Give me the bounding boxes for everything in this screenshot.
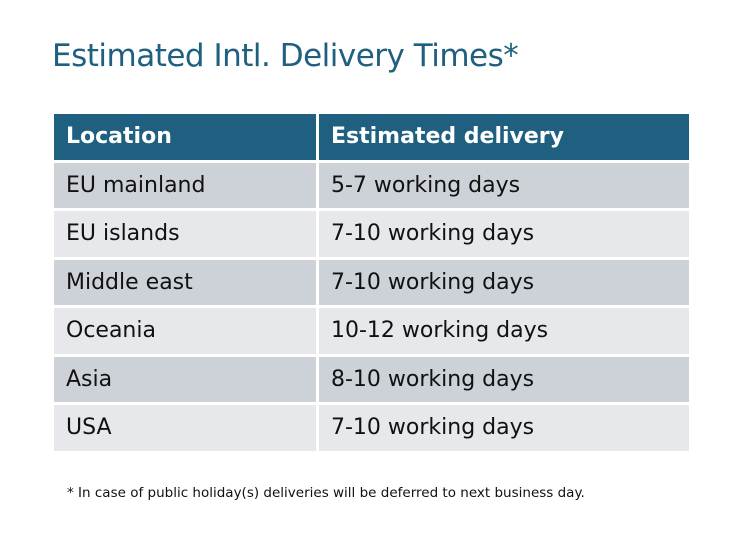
delivery-cell: 7-10 working days	[319, 259, 689, 305]
header-estimated-delivery: Estimated delivery	[319, 114, 689, 160]
header-location: Location	[54, 114, 316, 160]
table-row: EU islands 7-10 working days	[54, 211, 689, 257]
table-header-row: Location Estimated delivery	[54, 114, 689, 160]
location-cell: Middle east	[54, 259, 316, 305]
table-row: USA 7-10 working days	[54, 405, 689, 451]
delivery-cell: 7-10 working days	[319, 405, 689, 451]
page-title: Estimated Intl. Delivery Times*	[52, 38, 519, 74]
location-cell: Asia	[54, 356, 316, 402]
table-row: Middle east 7-10 working days	[54, 259, 689, 305]
delivery-cell: 10-12 working days	[319, 308, 689, 354]
location-cell: Oceania	[54, 308, 316, 354]
delivery-cell: 8-10 working days	[319, 356, 689, 402]
delivery-times-table: Location Estimated delivery EU mainland …	[51, 111, 692, 454]
location-cell: EU mainland	[54, 162, 316, 208]
delivery-cell: 5-7 working days	[319, 162, 689, 208]
footnote: * In case of public holiday(s) deliverie…	[67, 485, 585, 501]
location-cell: USA	[54, 405, 316, 451]
location-cell: EU islands	[54, 211, 316, 257]
table-row: Oceania 10-12 working days	[54, 308, 689, 354]
table-row: Asia 8-10 working days	[54, 356, 689, 402]
delivery-cell: 7-10 working days	[319, 211, 689, 257]
table-row: EU mainland 5-7 working days	[54, 162, 689, 208]
